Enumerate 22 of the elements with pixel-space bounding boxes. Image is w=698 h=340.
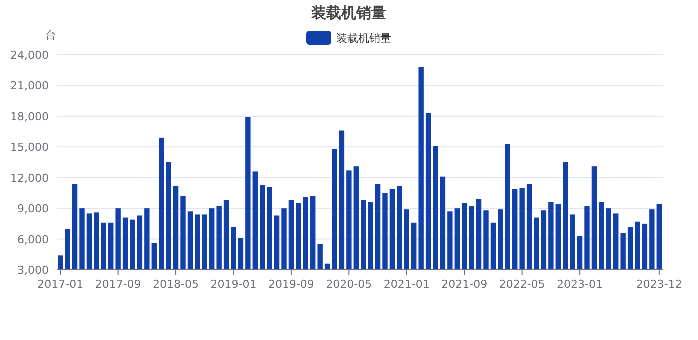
x-tick-label: 2020-05 [326, 278, 372, 291]
legend-label: 装载机销量 [336, 32, 392, 45]
x-tick-label: 2019-01 [210, 278, 257, 291]
y-axis-title: 台 [46, 29, 56, 42]
y-tick-label: 12,000 [10, 172, 49, 185]
x-tick-label: 2021-01 [384, 278, 430, 291]
x-tick-label: 2019-09 [268, 278, 314, 291]
x-tick-label: 2017-01 [38, 278, 84, 291]
x-tick-label: 2021-09 [442, 278, 488, 291]
y-tick-label: 21,000 [10, 80, 49, 93]
y-tick-label: 9,000 [18, 202, 49, 216]
chart-title: 装载机销量 [310, 4, 386, 22]
y-tick-label: 24,000 [10, 49, 49, 62]
y-tick-label: 6,000 [18, 233, 49, 246]
x-tick-label: 2018-05 [153, 278, 200, 291]
x-tick-label: 2023-01 [557, 278, 604, 291]
y-tick-label: 3,000 [18, 264, 49, 277]
y-tick-label: 15,000 [10, 141, 49, 154]
y-tick-label: 18,000 [10, 110, 49, 124]
x-tick-label: 2023-12 [636, 278, 682, 291]
x-tick-label: 2017-09 [95, 278, 142, 291]
x-tick-label: 2022-05 [499, 278, 546, 291]
